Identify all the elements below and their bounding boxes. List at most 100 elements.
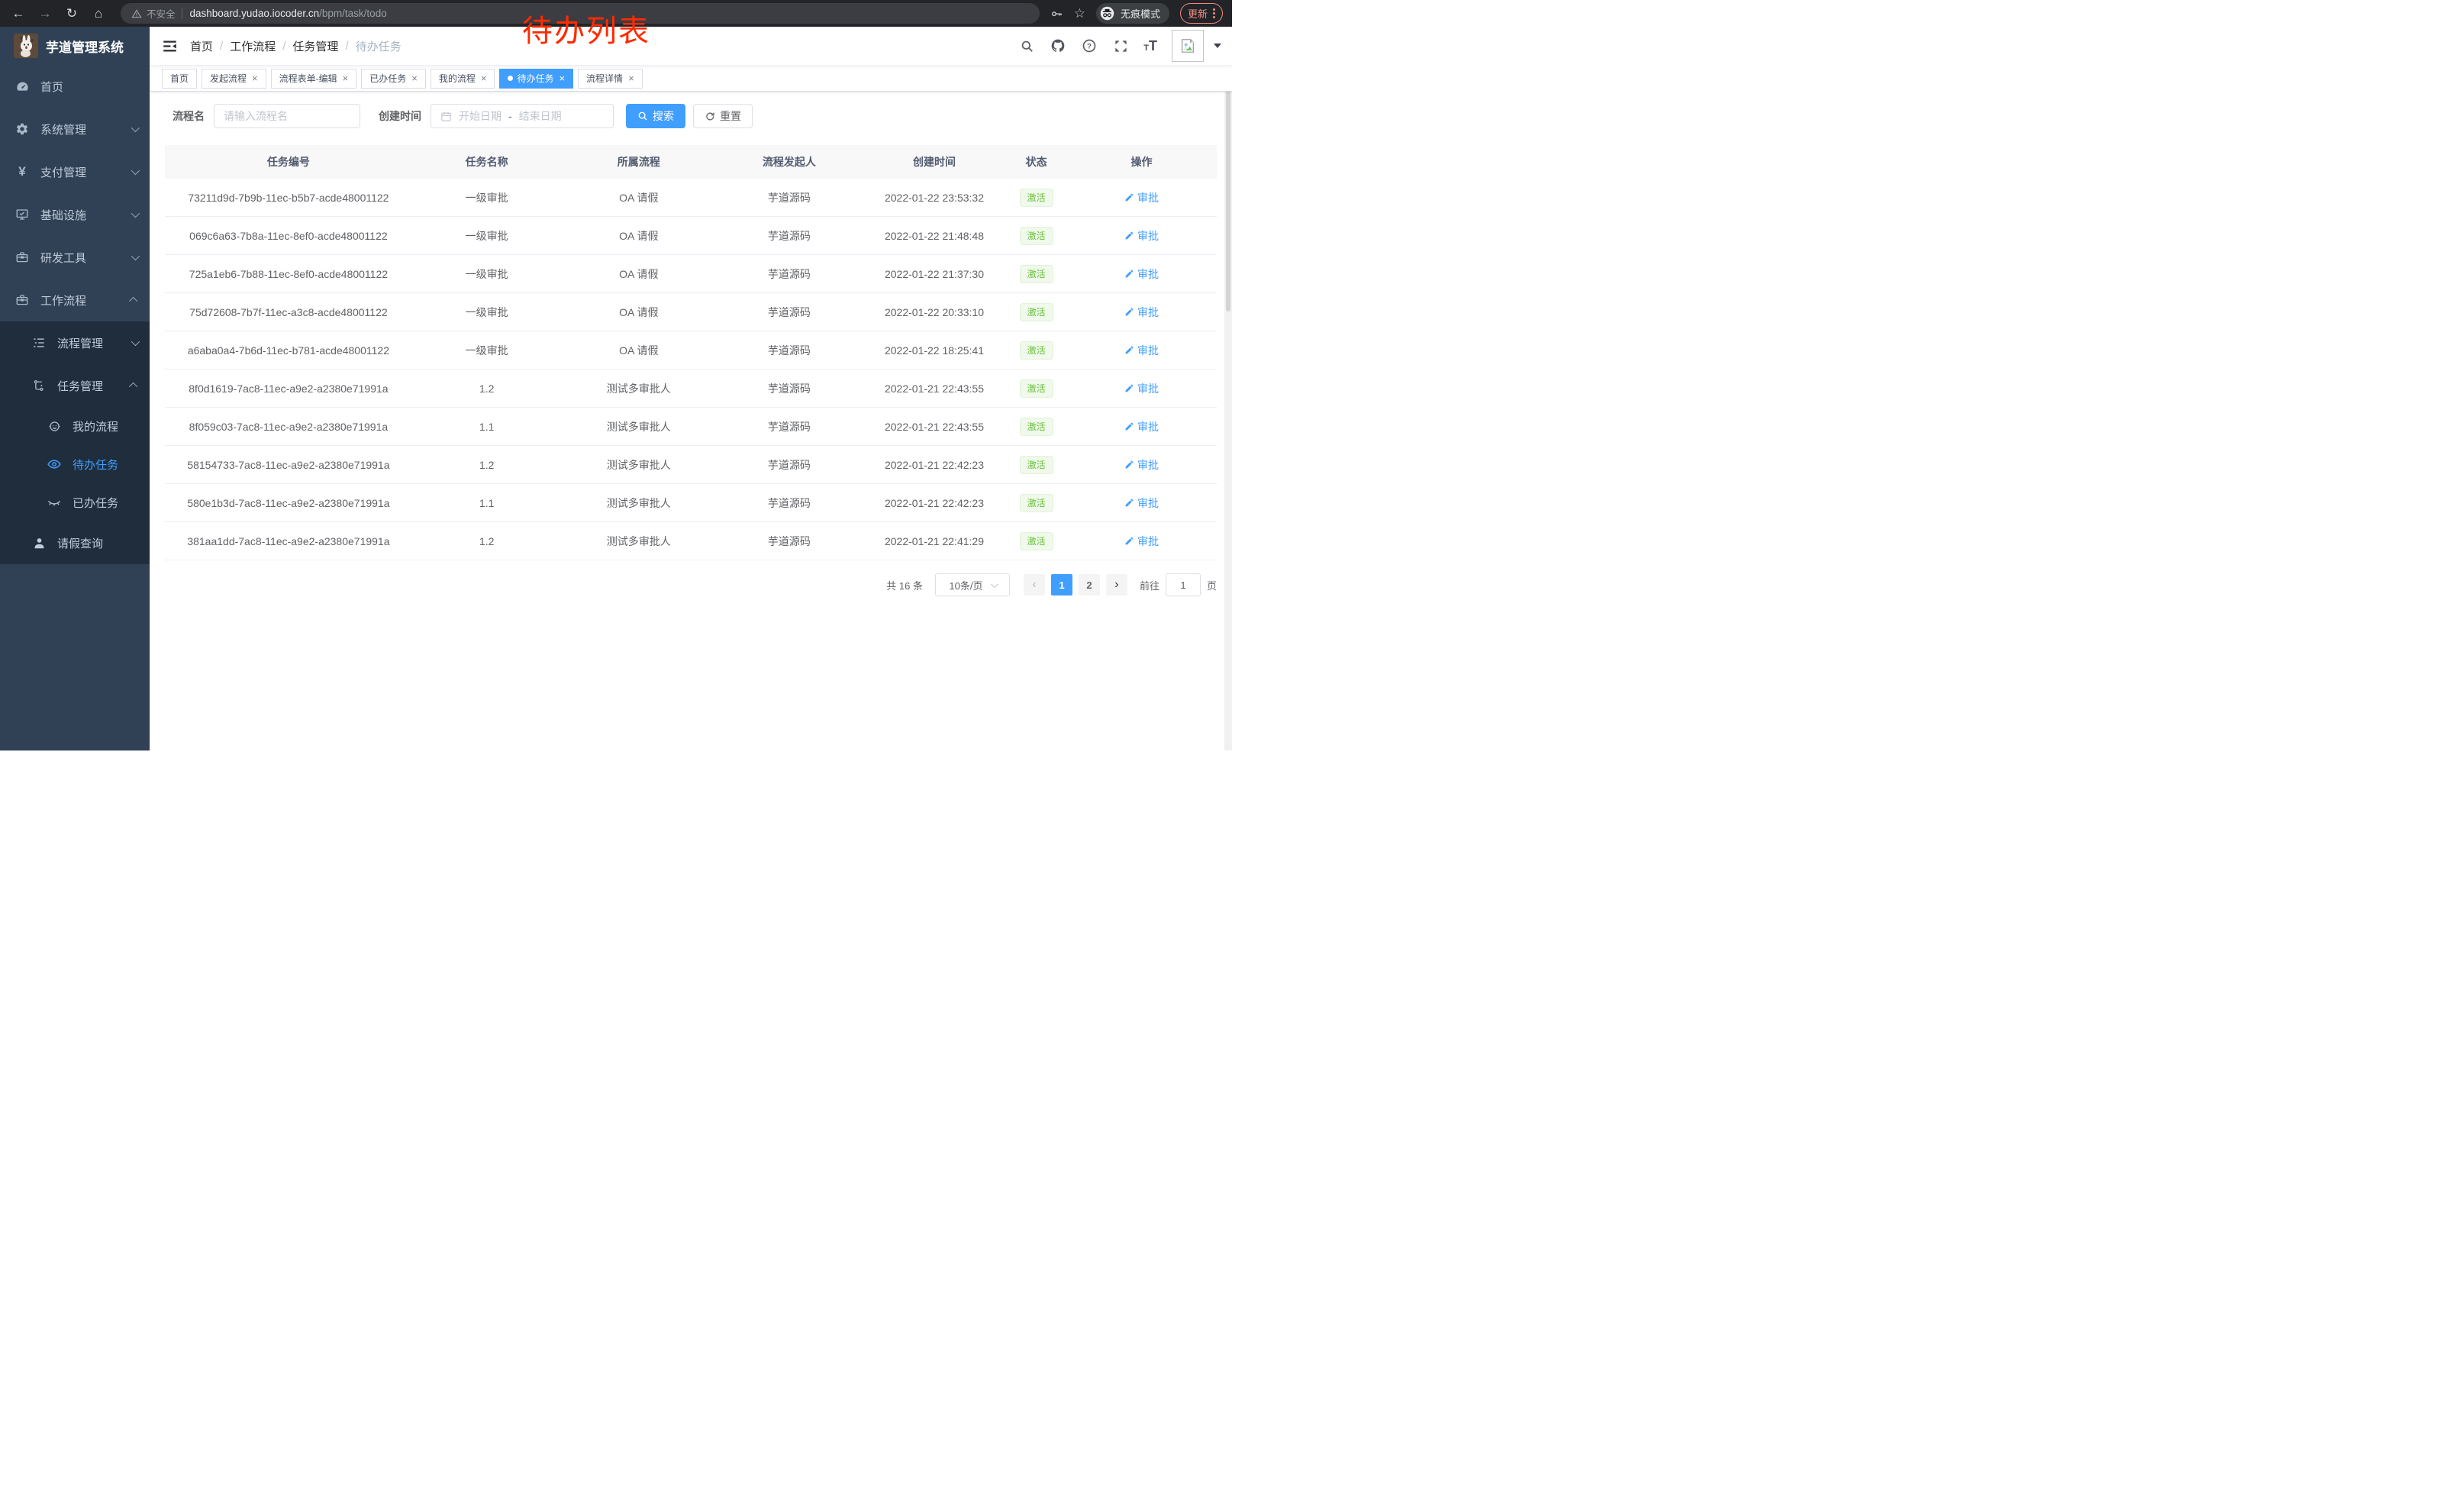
fullscreen-icon[interactable] xyxy=(1112,37,1129,54)
page-size-select[interactable]: 10条/页 xyxy=(934,573,1010,596)
sidebar-item-payment[interactable]: ¥ 支付管理 xyxy=(0,150,150,193)
approve-link[interactable]: 审批 xyxy=(1124,190,1159,205)
status-badge: 激活 xyxy=(1019,226,1053,245)
cell-initiator: 芋道源码 xyxy=(716,369,863,408)
table-body: 73211d9d-7b9b-11ec-b5b7-acde48001122 一级审… xyxy=(165,179,1217,560)
page-button-1[interactable]: 1 xyxy=(1050,574,1072,596)
table-row: 381aa1dd-7ac8-11ec-a9e2-a2380e71991a 1.2… xyxy=(165,521,1217,560)
tag-tabs-bar: 首页 发起流程 × 流程表单-编辑 × 已办任务 × 我的流程 × 待办任务 × 流程详情… xyxy=(150,66,1232,92)
table-row: 8f059c03-7ac8-11ec-a9e2-a2380e71991a 1.1… xyxy=(165,407,1217,446)
approve-link[interactable]: 审批 xyxy=(1124,457,1159,473)
breadcrumb-task-mgmt[interactable]: 任务管理 xyxy=(292,40,339,53)
home-icon[interactable]: ⌂ xyxy=(94,5,103,21)
browser-menu-icon[interactable] xyxy=(1213,8,1215,18)
help-icon[interactable]: ? xyxy=(1081,37,1098,54)
password-key-icon[interactable] xyxy=(1050,7,1063,20)
eye-icon xyxy=(46,457,63,472)
end-date-placeholder: 结束日期 xyxy=(518,110,562,122)
process-name-input[interactable] xyxy=(214,104,360,128)
cell-created: 2022-01-21 22:43:55 xyxy=(862,369,1007,408)
bookmark-star-icon[interactable]: ☆ xyxy=(1073,5,1085,21)
goto-page-input[interactable] xyxy=(1165,573,1201,596)
reset-button[interactable]: 重置 xyxy=(693,104,753,128)
security-label: 不安全 xyxy=(147,9,176,20)
close-icon[interactable]: × xyxy=(411,73,418,84)
next-page-button[interactable]: › xyxy=(1105,574,1127,596)
sidebar-item-done-tasks[interactable]: 已办任务 xyxy=(0,483,150,521)
sidebar-collapse-icon[interactable] xyxy=(161,37,178,54)
table-row: a6aba0a4-7b6d-11ec-b781-acde48001122 一级审… xyxy=(165,331,1217,370)
sidebar-item-devtools[interactable]: 研发工具 xyxy=(0,236,150,279)
page-button-2[interactable]: 2 xyxy=(1078,574,1100,596)
cell-initiator: 芋道源码 xyxy=(716,445,863,484)
approve-link[interactable]: 审批 xyxy=(1124,266,1159,282)
cell-initiator: 芋道源码 xyxy=(716,179,863,217)
cell-actions: 审批 xyxy=(1066,521,1217,560)
cell-process: OA 请假 xyxy=(561,179,717,217)
cell-process: 测试多审批人 xyxy=(561,483,717,522)
sidebar-item-infra[interactable]: 基础设施 xyxy=(0,193,150,236)
browser-update-button[interactable]: 更新 xyxy=(1179,3,1223,24)
github-icon[interactable] xyxy=(1050,37,1066,54)
back-icon[interactable]: ← xyxy=(11,5,25,21)
avatar-dropdown-icon[interactable] xyxy=(1214,44,1221,48)
table-row: 75d72608-7b7f-11ec-a3c8-acde48001122 一级审… xyxy=(165,292,1217,331)
close-icon[interactable]: × xyxy=(342,73,349,84)
tab-form-edit[interactable]: 流程表单-编辑 × xyxy=(270,68,357,89)
browser-scrollbar[interactable] xyxy=(1224,27,1232,750)
sidebar-item-task-mgmt[interactable]: 任务管理 xyxy=(0,364,150,407)
address-bar[interactable]: 不安全 dashboard.yudao.iocoder.cn/bpm/task/… xyxy=(121,3,1040,24)
todo-task-table: 任务编号 任务名称 所属流程 流程发起人 创建时间 状态 操作 73211d9d… xyxy=(165,145,1217,560)
flow-nodes-icon xyxy=(31,379,47,392)
approve-link[interactable]: 审批 xyxy=(1124,419,1159,434)
tab-process-detail[interactable]: 流程详情 × xyxy=(578,68,643,89)
cell-actions: 审批 xyxy=(1066,483,1217,522)
reload-icon[interactable]: ↻ xyxy=(66,5,78,21)
sidebar-item-home[interactable]: 首页 xyxy=(0,65,150,108)
tab-my-process[interactable]: 我的流程 × xyxy=(430,68,495,89)
approve-link[interactable]: 审批 xyxy=(1124,343,1159,358)
chevron-up-icon xyxy=(128,296,138,306)
forward-icon[interactable]: → xyxy=(38,5,52,21)
tab-home[interactable]: 首页 xyxy=(162,68,198,89)
approve-link[interactable]: 审批 xyxy=(1124,305,1159,320)
breadcrumb-current: 待办任务 xyxy=(355,40,402,53)
close-icon[interactable]: × xyxy=(252,73,258,84)
approve-link[interactable]: 审批 xyxy=(1124,495,1159,511)
sidebar-item-leave-query[interactable]: 请假查询 xyxy=(0,521,150,564)
sidebar-item-my-process[interactable]: 我的流程 xyxy=(0,407,150,445)
tab-todo-tasks[interactable]: 待办任务 × xyxy=(499,68,574,89)
sidebar-item-workflow[interactable]: 工作流程 xyxy=(0,279,150,321)
calendar-icon xyxy=(440,111,452,122)
breadcrumb-workflow[interactable]: 工作流程 xyxy=(230,40,276,53)
cell-initiator: 芋道源码 xyxy=(716,407,863,446)
eye-closed-icon xyxy=(46,495,63,510)
tab-done-tasks[interactable]: 已办任务 × xyxy=(361,68,426,89)
scrollbar-thumb[interactable] xyxy=(1226,29,1230,311)
sidebar-item-process-mgmt[interactable]: 流程管理 xyxy=(0,321,150,364)
sidebar-item-system[interactable]: 系统管理 xyxy=(0,108,150,150)
cell-actions: 审批 xyxy=(1066,254,1217,293)
prev-page-button[interactable]: ‹ xyxy=(1023,574,1045,596)
search-icon[interactable] xyxy=(1018,37,1035,54)
breadcrumb-home[interactable]: 首页 xyxy=(190,40,214,53)
close-icon[interactable]: × xyxy=(628,73,634,84)
date-range-picker[interactable]: 开始日期 - 结束日期 xyxy=(431,104,614,128)
approve-link[interactable]: 审批 xyxy=(1124,534,1159,549)
app-logo[interactable]: 芋道管理系统 xyxy=(0,27,150,65)
cell-actions: 审批 xyxy=(1066,179,1217,217)
approve-link[interactable]: 审批 xyxy=(1124,381,1159,396)
close-icon[interactable]: × xyxy=(559,73,566,84)
approve-link[interactable]: 审批 xyxy=(1124,228,1159,244)
cell-task-name: 一级审批 xyxy=(411,179,562,217)
range-separator: - xyxy=(508,110,512,122)
avatar[interactable] xyxy=(1172,30,1204,62)
cell-process: 测试多审批人 xyxy=(561,369,717,408)
search-button[interactable]: 搜索 xyxy=(626,104,685,128)
status-badge: 激活 xyxy=(1019,379,1053,398)
close-icon[interactable]: × xyxy=(480,73,487,84)
sidebar-item-todo-tasks[interactable]: 待办任务 xyxy=(0,445,150,483)
tab-start-process[interactable]: 发起流程 × xyxy=(202,68,266,89)
pagination: 共 16 条 10条/页 ‹ 1 2 › 前往 页 xyxy=(165,573,1217,612)
